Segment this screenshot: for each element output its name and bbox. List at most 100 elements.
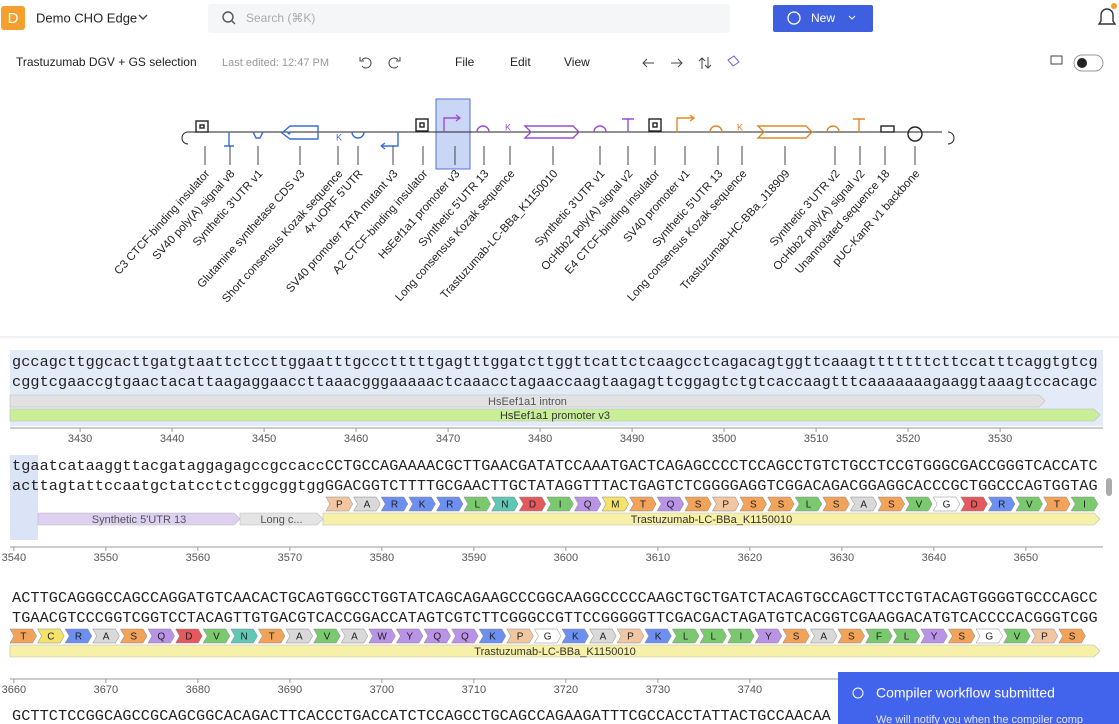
annotation-label: HsEef1a1 promoter v3 [500,410,610,422]
amino-acid-label: A [351,632,358,643]
amino-acid-label: R [998,500,1005,511]
amino-acid [699,628,727,644]
redo[interactable] [388,57,401,69]
ruler-label: 3690 [278,684,302,696]
amino-acid [656,496,685,512]
feature-glyphs: K K K [195,114,923,150]
amino-acid [230,628,258,644]
annotation [9,644,1101,658]
amino-acid-label: L [683,632,689,643]
amino-acid-label: S [888,500,895,511]
amino-acid-label: S [1069,632,1076,643]
amino-acid [1043,496,1071,512]
svg-text:K: K [505,122,511,132]
amino-acid [727,628,755,644]
logo[interactable]: D [8,10,19,27]
amino-acid [932,496,961,512]
amino-acid [1058,628,1086,644]
annotation-label: Synthetic 5'UTR 13 [92,514,186,526]
undo[interactable] [359,57,372,69]
annotation [37,512,241,526]
amino-acid-label: S [750,500,757,511]
ruler-label: 3600 [554,552,578,564]
amino-acid [616,628,645,644]
amino-acid [849,496,878,512]
amino-acid [629,496,657,512]
new-button[interactable] [773,5,873,32]
doc-title[interactable]: Trastuzumab DGV + GS selection [16,55,197,69]
amino-acid-label: V [1026,500,1033,511]
amino-acid [601,496,629,512]
amino-acid-label: K [655,632,662,643]
amino-acid-label: I [559,500,562,511]
ruler-label: 3520 [896,433,920,445]
plus-icon [787,11,801,25]
new-label[interactable]: New [811,11,835,25]
search-placeholder[interactable]: Search (⌘K) [246,11,315,25]
amino-acid-label: Q [433,632,441,643]
amino-acid [451,628,479,644]
svg-text:K: K [336,132,342,142]
logo-bg[interactable] [1,6,25,30]
amino-acid-label: G [985,632,993,643]
amino-acid-label: S [695,500,702,511]
amino-acid-label: F [876,632,882,643]
amino-acid [822,496,850,512]
ruler-label: 3740 [738,684,762,696]
menu-edit[interactable]: Edit [510,55,531,69]
amino-acid-label: Y [765,632,772,643]
amino-acid [491,496,519,512]
next[interactable] [671,58,683,68]
amino-acid [782,628,810,644]
ruler-label: 3560 [186,552,210,564]
amino-acid [987,496,1016,512]
badge [1111,3,1117,9]
ruler-label: 3440 [160,433,184,445]
amino-acid-label: P [1041,632,1048,643]
top-strand: gccagcttggcacttgatgtaattctccttggaatttgcc… [12,353,1098,371]
annotation [322,512,1101,526]
bottom-strand: TGAACGTCCCGGTCGGTCCTACAGTTGTGACGTCACCGGA… [12,609,1098,627]
amino-acid-label: V [324,632,331,643]
amino-acid [119,628,148,644]
amino-acid-label: P [517,632,524,643]
amino-acid [947,628,976,644]
workspace[interactable]: Demo CHO Edge [36,10,137,25]
amino-acid [573,496,602,512]
amino-acid-label: S [958,632,965,643]
scrollbar [1106,478,1112,496]
amino-acid-label: S [778,500,785,511]
bell[interactable] [1097,8,1117,25]
search-box[interactable] [208,4,730,33]
ruler-label: 3670 [94,684,118,696]
amino-acid [754,628,783,644]
menu-file[interactable]: File [455,55,475,69]
amino-acid-label: L [904,632,910,643]
annotation [239,512,324,526]
paint[interactable] [727,55,740,67]
amino-acid-label: G [544,632,552,643]
flip[interactable] [698,57,712,69]
prev[interactable] [642,58,654,68]
amino-acid [506,628,534,644]
amino-acid-label: S [130,632,137,643]
amino-acid [435,496,464,512]
menu-view[interactable]: View [564,55,590,69]
toggle-knob [1077,58,1087,68]
amino-acid-label: A [600,632,607,643]
ruler-label: 3610 [646,552,670,564]
amino-acid [368,628,396,644]
amino-acid [837,628,865,644]
amino-acid-label: T [1054,500,1060,511]
amino-acid [684,496,712,512]
amino-acid-label: V [916,500,923,511]
amino-acid [1003,628,1031,644]
ruler-label: 3550 [94,552,118,564]
top-strand: tgaatcataaggttacgataggagagccgccaccCCTGCC… [12,457,1098,475]
amino-acid-label: S [848,632,855,643]
amino-acid-label: D [529,500,536,511]
display-icon[interactable] [1050,55,1063,65]
amino-acid [92,628,120,644]
chevron[interactable] [138,14,148,20]
